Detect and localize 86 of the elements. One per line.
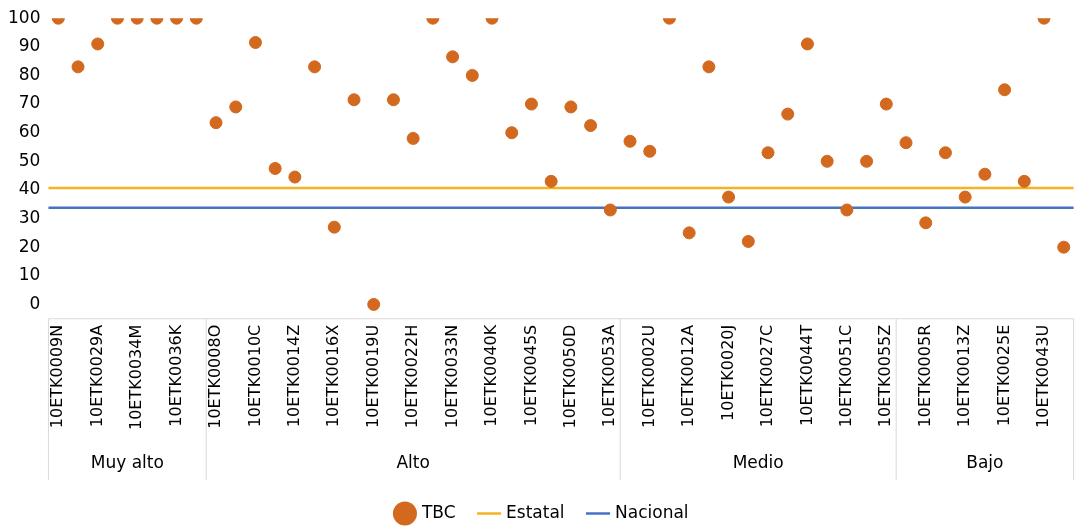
- point: [919, 216, 933, 230]
- x-tick-label: 10ETK0036K: [165, 324, 185, 427]
- x-tick-label: 10ETK0012A: [678, 324, 698, 428]
- point: [603, 203, 617, 217]
- point: [524, 97, 538, 111]
- point: [248, 36, 262, 50]
- point: [584, 119, 598, 133]
- text: Medio: [732, 452, 784, 473]
- x-tick-label: 10ETK0027C: [757, 324, 777, 428]
- point: [386, 93, 400, 107]
- point: [71, 60, 85, 74]
- point: [840, 203, 854, 217]
- point: [505, 126, 519, 140]
- point: [465, 68, 479, 82]
- x-tick-label: 10ETK0022H: [402, 324, 422, 429]
- y-tick-label: 20: [18, 235, 41, 256]
- point: [347, 93, 361, 107]
- point: [643, 144, 657, 158]
- text: Muy alto: [90, 452, 164, 473]
- y-tick-label: 100: [7, 6, 41, 27]
- point: [544, 174, 558, 188]
- point: [761, 146, 775, 160]
- point: [899, 136, 913, 150]
- point: [781, 107, 795, 121]
- point: [682, 226, 696, 240]
- y-tick-label: 50: [18, 149, 41, 170]
- y-tick-label: 70: [18, 92, 41, 113]
- point: [1057, 240, 1071, 254]
- x-tick-label: 10ETK0040K: [481, 324, 501, 427]
- x-tick-label: 10ETK0050D: [560, 324, 580, 429]
- point: [722, 190, 736, 204]
- y-tick-label: 80: [18, 63, 41, 84]
- x-tick-label: 10ETK0013Z: [954, 324, 974, 428]
- legend-label: Nacional: [615, 501, 689, 522]
- x-tick-label: 10ETK0034M: [126, 324, 146, 431]
- x-tick-label: 10ETK0014Z: [284, 324, 304, 428]
- y-tick-label: 40: [18, 178, 41, 199]
- x-tick-label: 10ETK0020J: [717, 324, 737, 421]
- x-tick-label: 10ETK0029A: [86, 324, 106, 428]
- point: [327, 220, 341, 234]
- point: [820, 154, 834, 168]
- x-tick-label: 10ETK0033N: [441, 324, 461, 429]
- x-tick-label: 10ETK0010C: [244, 324, 264, 428]
- x-tick-label: 10ETK0025E: [993, 324, 1013, 427]
- x-tick-label: 10ETK0053A: [599, 324, 619, 428]
- point: [702, 60, 716, 74]
- text: Bajo: [966, 452, 1004, 473]
- point: [741, 234, 755, 248]
- y-tick-label: 90: [18, 35, 41, 56]
- y-tick-label: 30: [18, 206, 41, 227]
- x-tick-label: 10ETK0009N: [47, 324, 67, 429]
- x-tick-label: 10ETK0055Z: [875, 324, 895, 428]
- x-tick-label: 10ETK0044T: [796, 324, 816, 426]
- point: [998, 83, 1012, 97]
- point: [800, 37, 814, 51]
- point: [406, 131, 420, 145]
- y-tick-label: 0: [29, 292, 41, 313]
- x-tick-label: 10ETK0005R: [914, 324, 934, 428]
- legend-label: TBC: [420, 501, 456, 522]
- x-tick-label: 10ETK0051C: [836, 324, 856, 428]
- x-tick-label: 10ETK0008O: [205, 324, 225, 429]
- x-tick-label: 10ETK0002U: [638, 324, 658, 428]
- legend-label: Estatal: [506, 501, 565, 522]
- point: [268, 161, 282, 175]
- x-tick-label: 10ETK0045S: [520, 324, 540, 427]
- point: [367, 297, 381, 311]
- point: [446, 50, 460, 64]
- point: [229, 100, 243, 114]
- x-tick-label: 10ETK0019U: [362, 324, 382, 428]
- point: [91, 37, 105, 51]
- point: [1017, 174, 1031, 188]
- point: [308, 60, 322, 74]
- point: [288, 170, 302, 184]
- y-tick-label: 60: [18, 121, 41, 142]
- text: Alto: [396, 452, 430, 473]
- x-tick-label: 10ETK0043U: [1033, 324, 1053, 428]
- x-tick-label: 10ETK0016X: [323, 324, 343, 428]
- point: [938, 146, 952, 160]
- y-tick-label: 10: [18, 264, 41, 285]
- point: [958, 190, 972, 204]
- point: [978, 167, 992, 181]
- point: [623, 134, 637, 148]
- point: [209, 116, 223, 130]
- point: [564, 100, 578, 114]
- point: [860, 154, 874, 168]
- point: [879, 97, 893, 111]
